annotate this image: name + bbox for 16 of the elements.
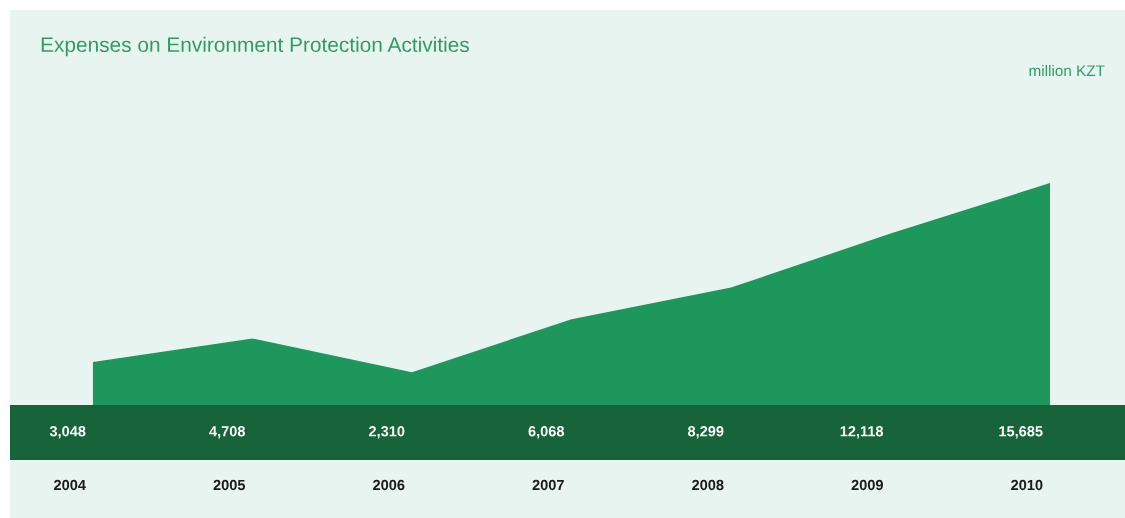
x-tick-label: 2007: [532, 479, 564, 491]
data-label: 4,708: [209, 426, 246, 439]
x-tick-label: 2009: [851, 479, 883, 491]
data-label: 15,685: [999, 426, 1043, 439]
x-tick-label: 2004: [54, 479, 86, 491]
data-label: 3,048: [49, 426, 86, 439]
data-label: 6,068: [528, 426, 565, 439]
data-label: 8,299: [687, 426, 724, 439]
x-tick-label: 2010: [1011, 479, 1043, 491]
x-tick-label: 2008: [692, 479, 724, 491]
text: million KZT: [1029, 64, 1105, 77]
data-label: 12,118: [840, 426, 884, 439]
x-tick-label: 2005: [213, 479, 246, 491]
x-tick-label: 2006: [373, 479, 405, 491]
chart-title: Expenses on Environment Protection Activities: [41, 36, 469, 57]
data-label: 2,310: [368, 426, 405, 439]
